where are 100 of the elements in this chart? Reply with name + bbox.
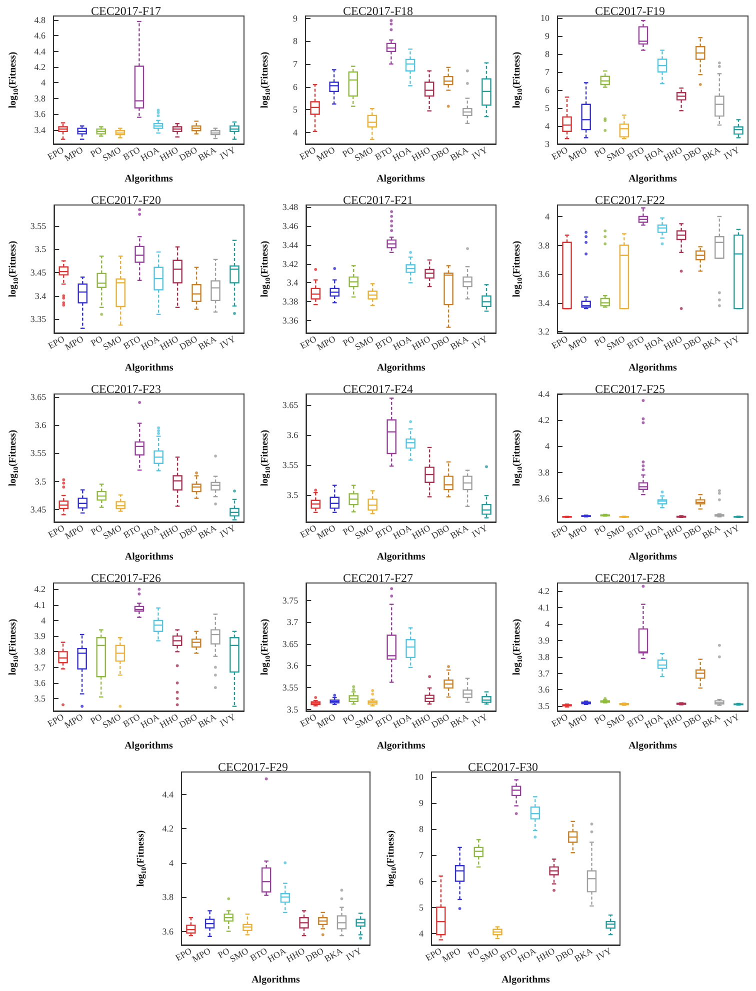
y-tick-label: 4.2 <box>34 62 46 72</box>
x-tick-label: BKA <box>572 945 595 964</box>
y-tick-label: 3.8 <box>34 646 46 657</box>
y-tick-label: 3.7 <box>286 617 299 628</box>
y-tick-label: 3 <box>545 139 550 149</box>
y-tick-label: 9 <box>419 798 424 808</box>
y-tick-label: 3.35 <box>30 314 47 324</box>
y-tick-label: 3.55 <box>30 220 47 231</box>
x-tick-label: DBO <box>430 522 452 541</box>
x-tick-label: HHO <box>158 522 180 542</box>
x-tick-label: MPO <box>62 144 86 164</box>
y-tick-label: 4.2 <box>34 584 46 594</box>
x-tick-label: IVY <box>218 144 238 162</box>
y-tick-label: 4 <box>545 120 550 131</box>
y-tick-label: 3.5 <box>34 694 46 704</box>
y-tick-label: 3.6 <box>538 684 550 695</box>
y-tick-label: 3.4 <box>34 124 46 135</box>
y-tick-label: 3.38 <box>282 296 299 307</box>
y-tick-label: 4 <box>41 78 46 88</box>
y-tick-label: 4 <box>169 858 174 868</box>
x-tick-label: SMO <box>478 945 500 964</box>
y-tick-label: 4.1 <box>538 602 550 613</box>
y-tick-label: 10 <box>414 772 424 782</box>
y-tick-label: 4.6 <box>34 30 46 41</box>
x-tick-label: IVY <box>344 945 364 962</box>
x-tick-label: MPO <box>566 144 590 164</box>
x-tick-label: MPO <box>315 711 338 730</box>
y-tick-label: 3.5 <box>34 244 47 254</box>
y-tick-label: 3.55 <box>282 682 299 692</box>
y-tick-label: 3.55 <box>30 448 47 458</box>
y-tick-label: 4 <box>545 441 550 452</box>
y-tick-label: 4.4 <box>162 789 174 800</box>
y-tick-label: 3.65 <box>30 392 47 402</box>
y-tick-label: 6 <box>293 82 298 92</box>
x-tick-label: IVY <box>594 945 614 962</box>
x-tick-label: MPO <box>315 333 338 352</box>
x-tick-label: MPO <box>314 144 338 164</box>
y-tick-label: 3.36 <box>282 316 299 326</box>
y-tick-label: 3.4 <box>286 278 299 288</box>
y-tick-label: 3.7 <box>538 668 550 678</box>
y-tick-label: 3.4 <box>538 298 550 308</box>
y-tick-label: 9 <box>545 30 550 41</box>
chart-title: CEC2017-F27 <box>342 571 414 585</box>
y-tick-label: 8 <box>545 48 550 59</box>
x-tick-label: MPO <box>63 333 86 352</box>
y-tick-label: 3.6 <box>286 660 299 671</box>
y-tick-label: 5 <box>545 102 550 113</box>
chart-title: CEC2017-F24 <box>342 382 414 396</box>
x-tick-label: DBO <box>430 333 452 352</box>
x-tick-label: MPO <box>566 333 590 352</box>
y-tick-label: 3.48 <box>282 202 299 212</box>
y-tick-label: 3.6 <box>34 678 46 688</box>
y-tick-label: 3.8 <box>538 467 550 478</box>
x-tick-label: IVY <box>218 522 238 540</box>
y-tick-label: 3.7 <box>34 662 46 672</box>
y-tick-label: 3.9 <box>538 635 550 646</box>
y-tick-label: 8 <box>293 36 298 46</box>
y-tick-label: 4 <box>419 928 424 938</box>
x-axis-title: Algorithms <box>502 974 550 986</box>
y-tick-label: 3.8 <box>34 93 46 104</box>
y-tick-label: 3.6 <box>162 926 174 936</box>
x-axis-title: Algorithms <box>376 362 426 374</box>
x-tick-label: IVY <box>722 144 742 162</box>
x-tick-label: DBO <box>178 333 200 352</box>
x-tick-label: MPO <box>62 711 86 730</box>
x-tick-label: HHO <box>284 945 307 964</box>
y-tick-label: 3.5 <box>34 476 47 486</box>
y-tick-label: 3.8 <box>162 892 174 902</box>
x-axis-title: Algorithms <box>628 552 678 562</box>
x-tick-label: BKA <box>322 945 345 964</box>
chart-title: CEC2017-F22 <box>594 193 666 207</box>
y-tick-label: 7 <box>419 850 424 860</box>
y-tick-label: 3.5 <box>538 701 550 712</box>
y-tick-label: 10 <box>540 12 550 23</box>
chart-title: CEC2017-F25 <box>594 382 666 396</box>
y-tick-label: 3.5 <box>286 704 299 714</box>
y-tick-label: 3.6 <box>538 493 550 504</box>
x-tick-label: BKA <box>448 711 470 730</box>
y-tick-label: 3.42 <box>282 258 298 269</box>
x-tick-label: HHO <box>410 333 432 352</box>
y-tick-label: 5 <box>419 902 424 912</box>
x-axis-title: Algorithms <box>628 740 678 752</box>
y-tick-label: 3.6 <box>34 420 47 430</box>
x-tick-label: MPO <box>63 522 86 542</box>
y-tick-label: 3.9 <box>34 631 46 642</box>
x-tick-label: IVY <box>470 144 490 162</box>
x-tick-label: IVY <box>470 711 490 728</box>
x-tick-label: SMO <box>228 945 250 964</box>
x-axis-title: Algorithms <box>124 740 174 752</box>
y-tick-label: 3.6 <box>34 109 46 120</box>
x-tick-label: IVY <box>470 522 490 540</box>
chart-title: CEC2017-F26 <box>90 571 162 585</box>
x-axis-title: Algorithms <box>124 552 174 562</box>
y-tick-label: 3.8 <box>538 240 550 250</box>
x-axis-title: Algorithms <box>376 174 426 184</box>
y-tick-label: 6 <box>419 876 424 886</box>
x-tick-label: HHO <box>410 522 432 542</box>
y-tick-label: 3.65 <box>282 400 299 410</box>
x-axis-title: Algorithms <box>628 174 678 184</box>
y-tick-label: 5 <box>293 104 298 115</box>
